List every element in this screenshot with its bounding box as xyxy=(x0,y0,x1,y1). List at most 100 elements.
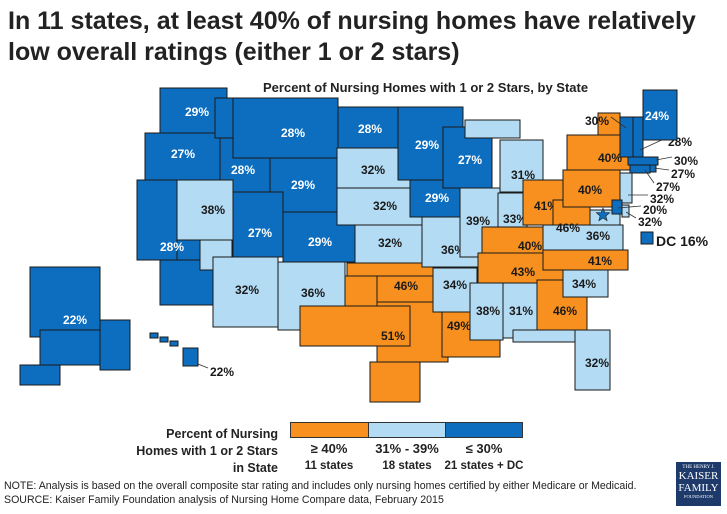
kff-logo: THE HENRY J. KAISER FAMILY FOUNDATION xyxy=(676,462,721,506)
state-value-label: 34% xyxy=(572,277,596,291)
state-oh: 41% xyxy=(522,179,564,226)
state-tx: 51% xyxy=(299,275,449,403)
state-value-label: 20% xyxy=(643,203,667,217)
footnote: NOTE: Analysis is based on the overall c… xyxy=(4,479,636,507)
leader-line xyxy=(644,169,655,184)
note-text: NOTE: Analysis is based on the overall c… xyxy=(4,480,637,492)
state-shape xyxy=(232,191,284,258)
us-choropleth-map: 29%27%28%28%38%28%29%27%32%29%36%28%32%3… xyxy=(19,87,709,403)
leader-line xyxy=(625,211,637,219)
state-value-label: 32% xyxy=(361,163,385,177)
state-value-label: 51% xyxy=(381,329,405,343)
logo-line: FAMILY xyxy=(678,482,719,494)
state-value-label: 32% xyxy=(650,192,674,206)
leader-line xyxy=(610,116,627,129)
legend-count-low: 21 states + DC xyxy=(444,460,524,472)
state-shape xyxy=(542,249,629,271)
state-nj: 32% xyxy=(619,172,674,206)
state-value-label: 27% xyxy=(248,226,272,240)
state-shape xyxy=(611,199,623,215)
state-value-label: 29% xyxy=(308,235,332,249)
state-value-label: 46% xyxy=(394,279,418,293)
state-vt: 30% xyxy=(585,114,634,158)
state-shape xyxy=(464,119,521,139)
state-ut: 27% xyxy=(232,191,284,258)
state-shape xyxy=(169,340,179,347)
state-ne: 32% xyxy=(336,187,423,226)
state-shape xyxy=(337,106,409,149)
state-value-label: 29% xyxy=(185,105,209,119)
state-value-label: 22% xyxy=(63,313,87,327)
state-value-label: 41% xyxy=(588,254,612,268)
state-shape xyxy=(99,319,131,371)
state-value-label: 36% xyxy=(441,243,465,257)
state-shape xyxy=(629,164,651,174)
state-shape xyxy=(369,361,421,403)
state-value-label: 31% xyxy=(511,168,535,182)
state-ri: 27% xyxy=(649,164,695,181)
state-value-label: 41% xyxy=(534,199,558,213)
state-shape xyxy=(619,116,634,158)
state-value-label: 28% xyxy=(231,163,255,177)
leader-line xyxy=(197,363,209,369)
state-nd: 28% xyxy=(337,106,409,149)
logo-line: KAISER xyxy=(678,470,719,482)
state-value-label: DC 16% xyxy=(656,233,709,249)
state-shape xyxy=(502,282,538,339)
state-ms: 38% xyxy=(469,282,504,341)
leader-line xyxy=(653,167,670,171)
state-value-label: 32% xyxy=(638,215,662,229)
logo-line: THE HENRY J. xyxy=(682,465,715,470)
logo-line: FOUNDATION xyxy=(684,494,713,499)
state-shape xyxy=(542,224,624,251)
state-or: 27% xyxy=(144,132,221,181)
state-nv: 38% xyxy=(176,179,234,271)
legend-swatch-mid xyxy=(368,422,446,438)
state-value-label: 40% xyxy=(578,183,602,197)
legend-swatch-low xyxy=(445,422,523,438)
state-value-label: 32% xyxy=(373,199,397,213)
leader-line xyxy=(655,156,673,161)
state-ma: 30% xyxy=(627,154,698,168)
state-value-label: 29% xyxy=(291,178,315,192)
state-value-label: 32% xyxy=(585,356,609,370)
state-shape xyxy=(640,231,654,245)
state-value-label: 29% xyxy=(425,191,449,205)
state-nc: 41% xyxy=(542,249,629,271)
state-ct: 27% xyxy=(629,164,680,194)
state-shape xyxy=(469,282,504,341)
state-me: 24% xyxy=(642,89,678,141)
state-shape xyxy=(149,332,159,339)
capital-star-icon xyxy=(595,207,611,222)
state-shape xyxy=(182,347,199,367)
state-value-label: 28% xyxy=(160,240,184,254)
state-value-label: 38% xyxy=(476,304,500,318)
page-title: In 11 states, at least 40% of nursing ho… xyxy=(8,7,696,66)
state-shape xyxy=(232,97,339,159)
state-value-label: 31% xyxy=(509,304,533,318)
state-value-label: 36% xyxy=(586,229,610,243)
state-md: 20% xyxy=(611,199,667,217)
state-dc: DC 16% xyxy=(640,231,709,249)
leader-line xyxy=(617,205,642,209)
state-shape xyxy=(212,256,279,328)
state-ks: 32% xyxy=(354,224,433,264)
state-mt: 28% xyxy=(232,97,339,159)
state-value-label: 46% xyxy=(556,221,580,235)
state-shape xyxy=(512,329,584,343)
state-value-label: 27% xyxy=(671,167,695,181)
state-shape xyxy=(574,329,611,391)
state-value-label: 24% xyxy=(645,109,669,123)
state-shape xyxy=(354,224,433,264)
state-mi: 31% xyxy=(464,119,544,193)
state-il: 39% xyxy=(459,187,501,258)
state-value-label: 46% xyxy=(553,304,577,318)
state-value-label: 32% xyxy=(235,283,259,297)
state-shape xyxy=(29,266,101,338)
state-value-label: 28% xyxy=(358,122,382,136)
state-value-label: 27% xyxy=(171,147,195,161)
state-value-label: 38% xyxy=(201,203,225,217)
state-shape xyxy=(346,262,434,277)
state-shape xyxy=(627,156,659,166)
state-value-label: 36% xyxy=(301,286,325,300)
